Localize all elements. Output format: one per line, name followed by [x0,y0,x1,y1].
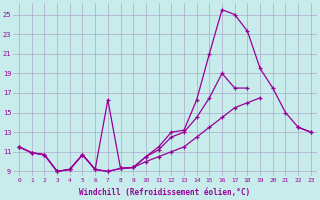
X-axis label: Windchill (Refroidissement éolien,°C): Windchill (Refroidissement éolien,°C) [79,188,251,197]
